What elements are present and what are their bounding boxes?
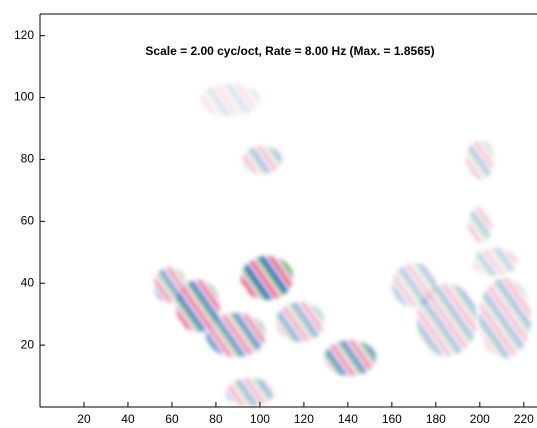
x-tick-label: 60: [165, 412, 179, 426]
blob: [242, 146, 282, 174]
x-tick-label: 220: [514, 412, 534, 426]
x-tick-label: 180: [426, 412, 446, 426]
blob: [276, 302, 324, 342]
blob: [206, 313, 266, 357]
image-content: [154, 84, 531, 406]
blob: [417, 284, 477, 356]
y-tick-label: 40: [21, 275, 35, 289]
blob: [473, 248, 517, 276]
x-tick-label: 80: [209, 412, 223, 426]
blob: [324, 340, 376, 376]
y-tick-label: 100: [14, 90, 34, 104]
x-tick-label: 100: [250, 412, 270, 426]
blob: [200, 84, 260, 116]
blob: [468, 207, 492, 243]
blob: [154, 267, 186, 303]
y-tick-label: 20: [21, 337, 35, 351]
blob: [176, 280, 220, 332]
chart-title: Scale = 2.00 cyc/oct, Rate = 8.00 Hz (Ma…: [145, 44, 434, 58]
y-tick-label: 80: [21, 152, 35, 166]
x-tick-label: 160: [382, 412, 402, 426]
x-tick-label: 20: [77, 412, 91, 426]
blob: [241, 256, 293, 300]
x-tick-label: 200: [470, 412, 490, 426]
blob: [466, 140, 494, 180]
x-tick-label: 140: [338, 412, 358, 426]
blob: [479, 278, 531, 358]
y-tick-label: 60: [21, 214, 35, 228]
blob: [226, 378, 274, 406]
x-tick-label: 40: [121, 412, 135, 426]
y-tick-label: 120: [14, 28, 34, 42]
x-tick-label: 120: [294, 412, 314, 426]
